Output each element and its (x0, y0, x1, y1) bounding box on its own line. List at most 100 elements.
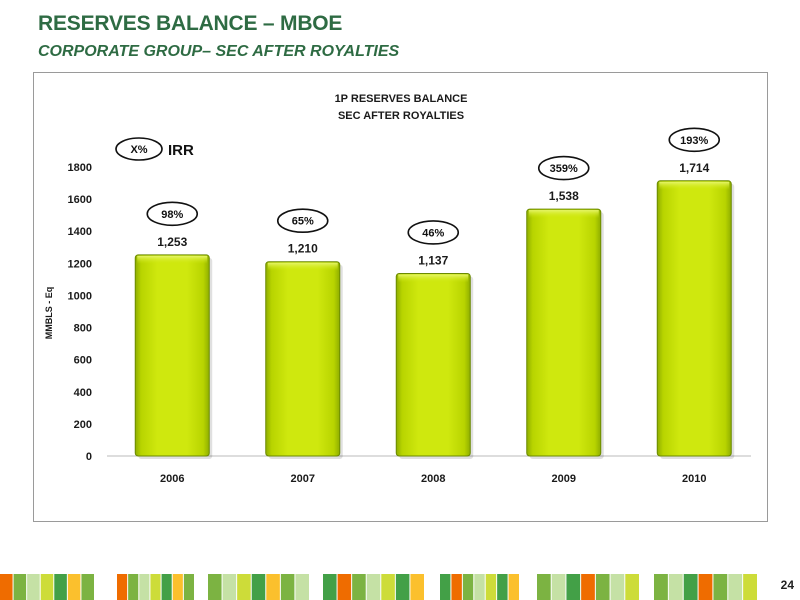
strip-block (280, 574, 295, 600)
strip-block (0, 574, 13, 600)
x-tick-label: 2009 (552, 473, 576, 485)
page-number: 24 (780, 578, 794, 592)
strip-block (537, 574, 551, 600)
strip-block (183, 574, 194, 600)
bar-group-2009: 1,538 359% 2009 (526, 155, 604, 485)
irr-ellipse (668, 127, 721, 153)
strip-block (366, 574, 381, 600)
irr-ellipse (537, 155, 590, 181)
strip-block (67, 574, 81, 600)
bars: 1,253 98% 2006 1,210 65% 2007 1,137 46% 2008 1,53… (134, 127, 735, 485)
y-tick-label: 600 (74, 355, 92, 367)
strip-block (150, 574, 161, 600)
bar-value-label: 1,538 (549, 189, 579, 203)
y-tick-label: 1600 (68, 194, 92, 206)
strip-block (595, 574, 610, 600)
bar (526, 208, 602, 457)
slide-subtitle: CORPORATE GROUP– SEC AFTER ROYALTIES (38, 43, 400, 60)
bar-highlight (528, 210, 599, 219)
strip-block (323, 574, 337, 600)
strip-block (485, 574, 497, 600)
irr-ellipse (146, 201, 199, 227)
bar-value-label: 1,253 (157, 235, 187, 249)
strip-block (266, 574, 280, 600)
irr-label: 65% (292, 216, 314, 228)
strip-block (508, 574, 519, 600)
strip-block (728, 574, 743, 600)
strip-block (139, 574, 150, 600)
bar (265, 261, 341, 457)
y-axis-label: MMBLS - Eq (44, 287, 54, 340)
strip-block (713, 574, 728, 600)
strip-block (161, 574, 172, 600)
strip-block (40, 574, 54, 600)
bar (134, 254, 210, 457)
bar (656, 180, 732, 457)
y-tick-label: 1000 (68, 290, 92, 302)
strip-block (581, 574, 595, 600)
strip-block (237, 574, 251, 600)
strip-block (337, 574, 352, 600)
strip-block (625, 574, 639, 600)
strip-block (54, 574, 67, 600)
strip-block (683, 574, 698, 600)
strip-block (743, 574, 757, 600)
slide-title: RESERVES BALANCE – MBOE (38, 12, 343, 35)
bar-value-label: 1,210 (288, 242, 318, 256)
strip-block (551, 574, 566, 600)
bar-group-2008: 1,137 46% 2008 (395, 220, 474, 485)
strip-block (13, 574, 27, 600)
decorative-color-strip (0, 574, 757, 600)
strip-block (440, 574, 451, 600)
reserves-bar-chart: 1P RESERVES BALANCE SEC AFTER ROYALTIES … (44, 93, 751, 485)
strip-block (668, 574, 683, 600)
bar-value-label: 1,137 (418, 253, 448, 267)
x-tick-label: 2006 (160, 473, 184, 485)
chart-title: 1P RESERVES BALANCE (335, 93, 468, 105)
y-tick-label: 800 (74, 323, 92, 335)
chart-frame: 1P RESERVES BALANCE SEC AFTER ROYALTIES … (33, 72, 768, 522)
strip-block (654, 574, 668, 600)
y-tick-label: 1800 (68, 162, 92, 174)
strip-block (295, 574, 309, 600)
strip-block (410, 574, 424, 600)
strip-block (172, 574, 183, 600)
legend-label: IRR (168, 142, 194, 159)
bar (395, 272, 471, 457)
bar-highlight (659, 181, 730, 190)
strip-block (566, 574, 581, 600)
irr-label: 98% (161, 209, 183, 221)
irr-label: 46% (422, 227, 444, 239)
strip-block (698, 574, 713, 600)
irr-label: 359% (550, 163, 578, 175)
strip-block (251, 574, 266, 600)
x-tick-label: 2008 (421, 473, 445, 485)
strip-block (395, 574, 410, 600)
irr-ellipse (407, 220, 460, 245)
chart-subtitle: SEC AFTER ROYALTIES (338, 110, 464, 122)
bar-highlight (267, 262, 338, 271)
bar-highlight (137, 255, 208, 264)
bar-value-label: 1,714 (679, 161, 709, 175)
x-tick-label: 2007 (291, 473, 315, 485)
y-tick-label: 400 (74, 387, 92, 399)
y-tick-label: 200 (74, 419, 92, 431)
strip-block (128, 574, 139, 600)
strip-block (81, 574, 94, 600)
strip-block (462, 574, 474, 600)
strip-block (451, 574, 462, 600)
strip-block (497, 574, 508, 600)
strip-block (381, 574, 395, 600)
bar-group-2006: 1,253 98% 2006 (134, 201, 213, 485)
strip-block (208, 574, 222, 600)
irr-label: 193% (680, 135, 708, 147)
y-tick-label: 1200 (68, 258, 92, 270)
strip-block (610, 574, 625, 600)
strip-block (474, 574, 485, 600)
legend-marker-ellipse (115, 137, 163, 161)
strip-block (27, 574, 40, 600)
bar-highlight (398, 274, 469, 283)
irr-legend: X% IRR (115, 137, 194, 161)
strip-block (222, 574, 237, 600)
x-tick-label: 2010 (682, 473, 706, 485)
